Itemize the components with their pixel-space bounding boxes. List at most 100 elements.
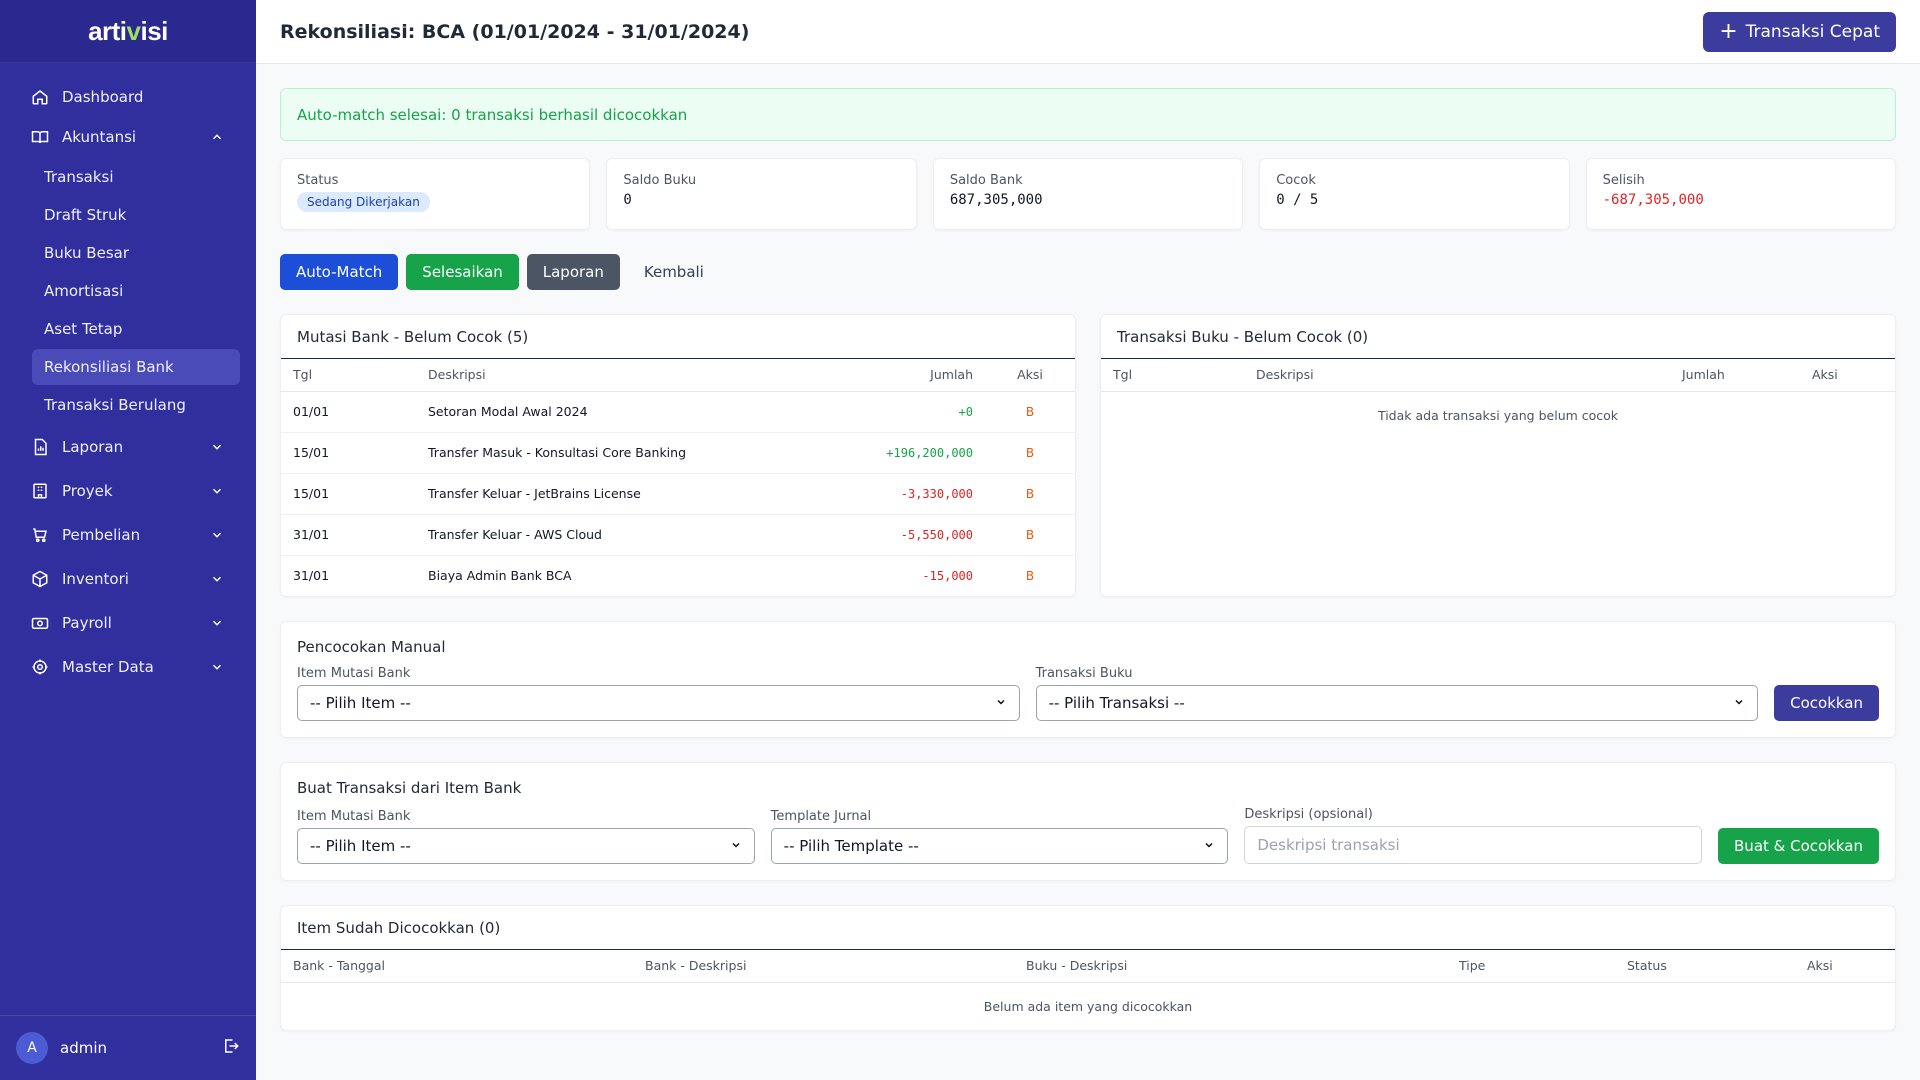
sidebar-item-dashboard[interactable]: Dashboard xyxy=(16,77,240,117)
page-title: Rekonsiliasi: BCA (01/01/2024 - 31/01/20… xyxy=(280,20,750,43)
empty-state: Belum ada item yang dicocokkan xyxy=(983,998,1193,1014)
cart-icon xyxy=(30,525,50,545)
create-book-link[interactable]: B xyxy=(985,473,1075,515)
cell-jumlah: -15,000 xyxy=(922,568,973,583)
chevron-down-icon xyxy=(1203,837,1215,855)
col-bank-deskripsi: Bank - Deskripsi xyxy=(633,950,1014,983)
cell-jumlah: -5,550,000 xyxy=(835,514,985,556)
stats-row: Status Sedang Dikerjakan Saldo Buku 0 Sa… xyxy=(280,158,1897,230)
sidebar-subitem-transaksi-berulang[interactable]: Transaksi Berulang xyxy=(44,396,186,414)
field-label: Item Mutasi Bank xyxy=(297,809,411,824)
stat-status: Status Sedang Dikerjakan xyxy=(280,158,591,230)
create-book-link[interactable]: B xyxy=(985,432,1075,474)
cell-deskripsi: Transfer Keluar - JetBrains License xyxy=(416,473,835,515)
field-book-transaction: Transaksi Buku -- Pilih Transaksi -- xyxy=(1035,666,1759,721)
col-jumlah: Jumlah xyxy=(1670,359,1800,392)
laporan-button[interactable]: Laporan xyxy=(526,254,620,290)
report-icon xyxy=(30,437,50,457)
chevron-down-icon xyxy=(210,659,226,675)
logout-icon[interactable] xyxy=(222,1037,240,1059)
topbar: Rekonsiliasi: BCA (01/01/2024 - 31/01/20… xyxy=(256,0,1920,64)
chevron-down-icon xyxy=(210,615,226,631)
user-name: admin xyxy=(60,1039,107,1057)
stat-label: Selisih xyxy=(1602,173,1645,188)
sidebar-subitem-aset-tetap[interactable]: Aset Tetap xyxy=(44,320,123,338)
book-unmatched-panel: Transaksi Buku - Belum Cocok (0) Tgl Des… xyxy=(1100,314,1896,597)
form-row: Item Mutasi Bank -- Pilih Item -- Templa… xyxy=(297,807,1880,864)
table-row: 31/01 Biaya Admin Bank BCA -15,000 B xyxy=(281,555,1075,596)
cell-tgl: 31/01 xyxy=(281,514,416,556)
create-book-link[interactable]: B xyxy=(1025,568,1035,583)
chevron-down-icon xyxy=(210,571,226,587)
sidebar-item-akuntansi[interactable]: Akuntansi xyxy=(16,117,240,157)
bank-table: Tgl Deskripsi Jumlah Aksi 01/01 Setoran … xyxy=(281,359,1075,596)
col-aksi: Aksi xyxy=(1795,950,1895,983)
sidebar-item-pembelian[interactable]: Pembelian xyxy=(16,513,240,557)
col-tipe: Tipe xyxy=(1447,950,1615,983)
col-aksi: Aksi xyxy=(1800,359,1895,392)
auto-match-button[interactable]: Auto-Match xyxy=(280,254,399,290)
bank-item-select[interactable]: -- Pilih Item -- xyxy=(297,828,755,864)
sidebar-subitem-transaksi[interactable]: Transaksi xyxy=(44,168,114,186)
avatar[interactable]: A xyxy=(16,1032,48,1064)
col-deskripsi: Deskripsi xyxy=(1244,359,1670,392)
sidebar-item-master-data[interactable]: Master Data xyxy=(16,645,240,689)
matched-table: Bank - Tanggal Bank - Deskripsi Buku - D… xyxy=(281,950,1895,1030)
select-value: -- Pilih Transaksi -- xyxy=(1048,694,1185,712)
sidebar-item-label: Akuntansi xyxy=(62,128,137,146)
stat-value: 0 / 5 xyxy=(1276,192,1319,208)
stat-cocok: Cocok 0 / 5 xyxy=(1259,158,1570,230)
sidebar-nav: Dashboard Akuntansi Transaksi Draft Stru… xyxy=(0,63,256,1015)
cell-jumlah: +196,200,000 xyxy=(835,432,985,474)
sidebar-item-inventori[interactable]: Inventori xyxy=(16,557,240,601)
description-input[interactable]: Deskripsi transaksi xyxy=(1244,826,1703,864)
chevron-down-icon xyxy=(210,439,226,455)
create-and-match-button[interactable]: Buat & Cocokkan xyxy=(1718,828,1880,864)
selesaikan-button[interactable]: Selesaikan xyxy=(406,254,519,290)
quick-transaction-button[interactable]: + Transaksi Cepat xyxy=(1703,11,1896,52)
sidebar-item-laporan[interactable]: Laporan xyxy=(16,425,240,469)
sidebar-subitem-buku-besar[interactable]: Buku Besar xyxy=(44,244,129,262)
logo-text-b: v xyxy=(126,15,141,46)
table-row: 15/01 Transfer Keluar - JetBrains Licens… xyxy=(281,473,1075,515)
create-book-link[interactable]: B xyxy=(985,391,1075,433)
chevron-down-icon xyxy=(995,694,1007,712)
stat-label: Saldo Bank xyxy=(949,173,1023,188)
stat-saldo-buku: Saldo Buku 0 xyxy=(606,158,917,230)
kembali-link[interactable]: Kembali xyxy=(628,254,720,290)
bank-item-select[interactable]: -- Pilih Item -- xyxy=(297,685,1020,721)
sidebar-subitem-rekonsiliasi-bank[interactable]: Rekonsiliasi Bank xyxy=(32,349,240,385)
sidebar-item-payroll[interactable]: Payroll xyxy=(16,601,240,645)
select-value: -- Pilih Item -- xyxy=(310,837,411,855)
field-label: Item Mutasi Bank xyxy=(297,666,411,681)
sidebar-item-label: Dashboard xyxy=(62,88,144,106)
chevron-down-icon xyxy=(210,483,226,499)
cell-deskripsi: Transfer Keluar - AWS Cloud xyxy=(416,514,835,556)
field-description: Deskripsi (opsional) Deskripsi transaksi xyxy=(1244,807,1703,864)
sidebar-item-label: Proyek xyxy=(62,482,113,500)
field-label: Deskripsi (opsional) xyxy=(1244,807,1373,822)
col-status: Status xyxy=(1615,950,1795,983)
create-book-link[interactable]: B xyxy=(985,514,1075,556)
chevron-down-icon xyxy=(1733,694,1745,712)
book-transaction-select[interactable]: -- Pilih Transaksi -- xyxy=(1035,685,1759,721)
quick-transaction-label: Transaksi Cepat xyxy=(1745,21,1880,42)
sidebar-item-label: Inventori xyxy=(62,570,129,588)
template-select[interactable]: -- Pilih Template -- xyxy=(770,828,1229,864)
sidebar-item-label: Master Data xyxy=(62,658,154,676)
cocokkan-button[interactable]: Cocokkan xyxy=(1774,685,1880,721)
manual-match-section: Pencocokan Manual Item Mutasi Bank -- Pi… xyxy=(280,621,1896,738)
sidebar-subitem-draft-struk[interactable]: Draft Struk xyxy=(44,206,127,224)
sidebar-item-label: Laporan xyxy=(62,438,124,456)
sidebar-item-proyek[interactable]: Proyek xyxy=(16,469,240,513)
cell-tgl: 15/01 xyxy=(281,473,416,515)
cash-icon xyxy=(30,613,50,633)
sidebar-subitem-amortisasi[interactable]: Amortisasi xyxy=(44,282,124,300)
cell-jumlah: -3,330,000 xyxy=(835,473,985,515)
home-icon xyxy=(30,87,50,107)
select-value: -- Pilih Template -- xyxy=(783,837,919,855)
chevron-up-icon xyxy=(210,129,226,145)
stat-value: 0 xyxy=(623,192,632,208)
brand-logo[interactable]: arti v isi xyxy=(0,0,256,63)
create-from-bank-section: Buat Transaksi dari Item Bank Item Mutas… xyxy=(280,762,1896,881)
